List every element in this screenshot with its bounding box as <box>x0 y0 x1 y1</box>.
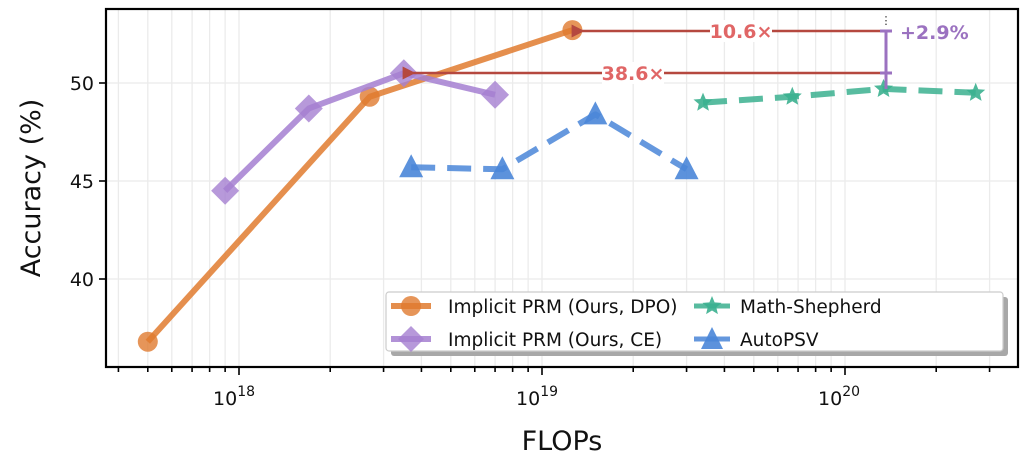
data-point <box>399 154 424 178</box>
svg-text:Math-Shepherd: Math-Shepherd <box>740 297 882 318</box>
data-point <box>359 86 380 107</box>
legend-item-autopsv: AutoPSV <box>694 327 819 351</box>
y-axis-title: Accuracy (%) <box>16 99 47 278</box>
data-point <box>137 331 158 352</box>
data-point <box>874 78 893 97</box>
gain-bracket <box>880 29 892 89</box>
y-tick-50: 50 <box>70 73 94 95</box>
x-tick-1e18: 1018 <box>213 384 255 410</box>
series-implicit-prm-ours-dpo- <box>137 20 583 352</box>
svg-text:AutoPSV: AutoPSV <box>740 330 819 351</box>
dots-marker: ⋮ <box>881 14 892 27</box>
legend: Implicit PRM (Ours, DPO) Implicit PRM (O… <box>385 291 1008 356</box>
series-autopsv <box>399 101 699 180</box>
plot-frame <box>104 7 1020 369</box>
data-point <box>674 156 699 180</box>
data-point <box>481 80 510 109</box>
data-point <box>583 101 608 125</box>
legend-item-ce: Implicit PRM (Ours, CE) <box>391 326 662 352</box>
data-point <box>966 82 986 101</box>
svg-text:Implicit PRM (Ours, DPO): Implicit PRM (Ours, DPO) <box>448 297 678 318</box>
label-38-6x: 38.6× <box>602 63 665 85</box>
data-series <box>137 20 986 352</box>
data-point <box>693 92 713 111</box>
data-point <box>211 176 240 205</box>
x-tick-labels: 1018 1019 1020 <box>213 384 860 410</box>
x-tick-1e19: 1019 <box>516 384 558 410</box>
legend-item-math-shepherd: Math-Shepherd <box>694 296 882 318</box>
data-point <box>562 20 583 41</box>
series-implicit-prm-ours-ce- <box>211 59 510 205</box>
svg-text:Implicit PRM (Ours, CE): Implicit PRM (Ours, CE) <box>448 330 662 351</box>
label-10-6x: 10.6× <box>710 21 773 43</box>
annotations: 10.6× 38.6× ⋮ +2.9% <box>402 14 969 89</box>
x-tick-1e20: 1020 <box>818 384 860 410</box>
axis-ticks <box>99 82 991 375</box>
data-point <box>294 94 323 123</box>
label-gain: +2.9% <box>900 22 969 44</box>
y-tick-labels: 50 45 40 <box>70 73 94 291</box>
series-math-shepherd <box>693 78 986 111</box>
data-point <box>490 156 515 180</box>
y-tick-40: 40 <box>70 269 94 291</box>
x-axis-title: FLOPs <box>522 426 603 457</box>
legend-item-dpo: Implicit PRM (Ours, DPO) <box>391 296 678 318</box>
y-tick-45: 45 <box>70 171 94 193</box>
data-point <box>782 86 802 105</box>
